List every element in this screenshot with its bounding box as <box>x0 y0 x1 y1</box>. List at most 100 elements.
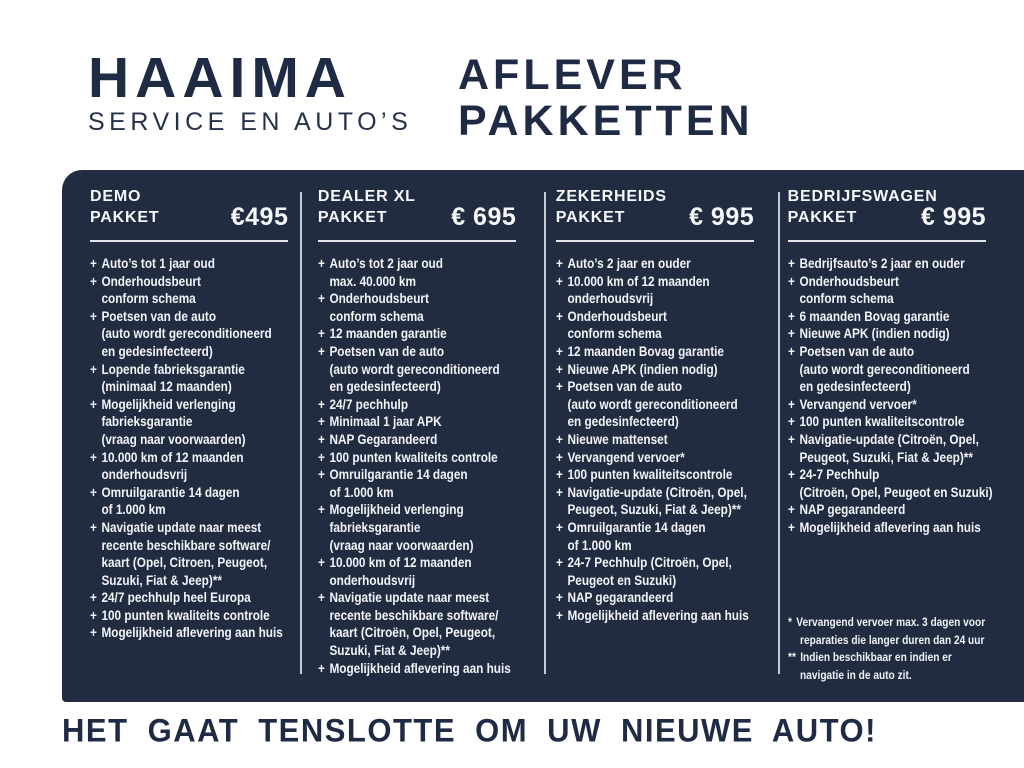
feature-item: +10.000 km of 12 maanden onderhoudsvrij <box>556 273 731 308</box>
feature-line: (auto wordt gereconditioneerd <box>799 361 970 377</box>
feature-text: 12 maanden Bovag garantie <box>567 343 724 361</box>
feature-line: Mogelijkheid verlenging <box>101 396 236 412</box>
feature-item: + Minimaal 1 jaar APK <box>318 413 493 431</box>
feature-item: +10.000 km of 12 maanden onderhoudsvrij <box>90 449 265 484</box>
package-name-line1: DEALER XL <box>317 188 416 205</box>
feature-text: Onderhoudsbeurt conform schema <box>101 273 201 308</box>
feature-line: NAP Gegarandeerd <box>329 431 438 447</box>
feature-text: Nieuwe mattenset <box>567 431 667 449</box>
footnote: * Vervangend vervoer max. 3 dagen voor rep… <box>788 614 985 649</box>
plus-bullet-icon: + <box>787 256 795 271</box>
feature-line: Mogelijkheid aflevering aan huis <box>567 607 749 623</box>
feature-line: conform schema <box>329 308 424 324</box>
feature-item: + Nieuwe APK (indien nodig) <box>788 325 963 343</box>
plus-bullet-icon: + <box>787 502 795 518</box>
column-divider <box>544 192 546 674</box>
feature-line: Navigatie-update (Citroën, Opel, <box>567 484 747 500</box>
feature-item: + Mogelijkheid aflevering aan huis <box>318 660 511 678</box>
feature-line: Auto’s tot 2 jaar oud <box>329 256 443 271</box>
feature-line: Omruilgarantie 14 dagen <box>329 467 468 483</box>
page-title-line2: PAKKETTEN <box>458 97 754 145</box>
plus-bullet-icon: + <box>787 431 795 447</box>
footnote-line: reparaties die langer duren dan 24 uur <box>799 632 985 647</box>
plus-bullet-icon: + <box>90 449 97 465</box>
feature-line: Navigatie update naar meest <box>101 519 262 535</box>
feature-text: 24/7 pechhulp <box>329 396 408 414</box>
feature-line: 100 punten kwaliteitscontrole <box>567 467 733 483</box>
feature-item: + Onderhoudsbeurt conform schema <box>788 273 963 308</box>
feature-line: 24/7 pechhulp <box>329 396 408 412</box>
feature-item: + Navigatie-update (Citroën, Opel, Peugeot… <box>556 484 747 519</box>
feature-line: Peugeot, Suzuki, Fiat & Jeep)** <box>799 449 973 465</box>
feature-line: 24-7 Pechhulp (Citroën, Opel, <box>567 555 732 571</box>
feature-text: NAP gegarandeerd <box>567 589 673 607</box>
feature-text: Omruilgarantie 14 dagen of 1.000 km <box>101 484 239 519</box>
feature-line: Navigatie update naar meest <box>329 590 490 606</box>
feature-line: 100 punten kwaliteits controle <box>101 607 270 623</box>
package-column: ZEKERHEIDS PAKKET € 995 + Auto’s 2 jaar en o… <box>546 186 778 684</box>
feature-line: 100 punten kwaliteitscontrole <box>799 414 965 430</box>
feature-item: + Mogelijkheid aflevering aan huis <box>90 624 283 642</box>
feature-item: + Mogelijkheid verlenging fabrieksgarantie… <box>90 396 265 449</box>
feature-item: +100 punten kwaliteits controle <box>90 607 270 625</box>
feature-text: Mogelijkheid verlenging fabrieksgarantie (… <box>329 501 473 554</box>
plus-bullet-icon: + <box>787 326 795 342</box>
feature-line: 6 maanden Bovag garantie <box>799 308 950 324</box>
feature-text: 10.000 km of 12 maanden onderhoudsvrij <box>567 273 709 308</box>
footnote-text: Vervangend vervoer max. 3 dagen voor <box>795 615 985 630</box>
header-underline <box>317 240 517 242</box>
feature-text: Onderhoudsbeurt conform schema <box>329 290 429 325</box>
feature-line: Onderhoudsbeurt <box>799 273 899 289</box>
feature-line: (minimaal 12 maanden) <box>101 379 232 395</box>
feature-item: +100 punten kwaliteits controle <box>318 449 498 467</box>
plus-bullet-icon: + <box>90 519 97 535</box>
feature-item: +6 maanden Bovag garantie <box>788 308 963 326</box>
feature-item: + NAP Gegarandeerd <box>318 431 493 449</box>
plus-bullet-icon: + <box>555 431 563 447</box>
footnote-line: * Vervangend vervoer max. 3 dagen voor <box>788 614 985 631</box>
feature-line: fabrieksgarantie <box>329 519 421 535</box>
package-name-line1: ZEKERHEIDS <box>555 188 667 205</box>
feature-line: (auto wordt gereconditioneerd <box>101 326 272 342</box>
feature-line: 10.000 km of 12 maanden <box>101 449 244 465</box>
feature-line: en gedesinfecteerd) <box>329 379 441 395</box>
feature-text: Bedrijfsauto’s 2 jaar en ouder <box>799 255 964 273</box>
plus-bullet-icon: + <box>555 449 563 465</box>
feature-item: +10.000 km of 12 maanden onderhoudsvrij <box>318 554 493 589</box>
feature-line: Omruilgarantie 14 dagen <box>567 519 706 535</box>
feature-line: Auto’s tot 1 jaar oud <box>101 256 215 271</box>
package-price: € 995 <box>689 203 755 231</box>
feature-line: Poetsen van de auto <box>329 343 444 359</box>
plus-bullet-icon: + <box>317 467 325 483</box>
feature-line: kaart (Opel, Citroen, Peugeot, <box>101 555 268 571</box>
feature-line: en gedesinfecteerd) <box>567 414 679 430</box>
footer-slogan: HET GAAT TENSLOTTE OM UW NIEUWE AUTO! <box>62 712 877 750</box>
feature-item: + Vervangend vervoer* <box>556 449 731 467</box>
feature-text: 6 maanden Bovag garantie <box>799 308 949 326</box>
package-feature-list: + Auto’s 2 jaar en ouder +10.000 km of 12 … <box>555 255 749 624</box>
feature-text: Navigatie-update (Citroën, Opel, Peugeot,… <box>799 431 978 466</box>
feature-item: + Auto’s 2 jaar en ouder <box>556 255 731 273</box>
feature-text: Poetsen van de auto (auto wordt gerecondi… <box>567 378 737 431</box>
feature-item: + Omruilgarantie 14 dagen of 1.000 km <box>556 519 731 554</box>
feature-line: conform schema <box>567 326 662 342</box>
page-title-line1: AFLEVER <box>458 51 687 99</box>
column-divider <box>300 192 302 674</box>
feature-text: 100 punten kwaliteits controle <box>329 449 497 467</box>
plus-bullet-icon: + <box>787 414 795 430</box>
feature-line: Suzuki, Fiat & Jeep)** <box>101 572 222 588</box>
feature-text: Omruilgarantie 14 dagen of 1.000 km <box>329 466 467 501</box>
feature-line: Suzuki, Fiat & Jeep)** <box>329 643 450 659</box>
feature-text: 12 maanden garantie <box>329 325 446 343</box>
feature-line: recente beschikbare software/ <box>329 607 499 623</box>
feature-line: Bedrijfsauto’s 2 jaar en ouder <box>799 256 965 271</box>
feature-item: + Omruilgarantie 14 dagen of 1.000 km <box>318 466 493 501</box>
feature-line: of 1.000 km <box>101 502 166 518</box>
feature-line: (auto wordt gereconditioneerd <box>567 396 738 412</box>
plus-bullet-icon: + <box>317 502 325 518</box>
plus-bullet-icon: + <box>555 361 563 377</box>
feature-line: 10.000 km of 12 maanden <box>567 273 710 289</box>
plus-bullet-icon: + <box>90 484 97 500</box>
package-feature-list: + Auto’s tot 1 jaar oud + Onderhoudsbeurt co… <box>90 255 283 642</box>
feature-text: Poetsen van de auto (auto wordt gerecondi… <box>101 308 271 361</box>
